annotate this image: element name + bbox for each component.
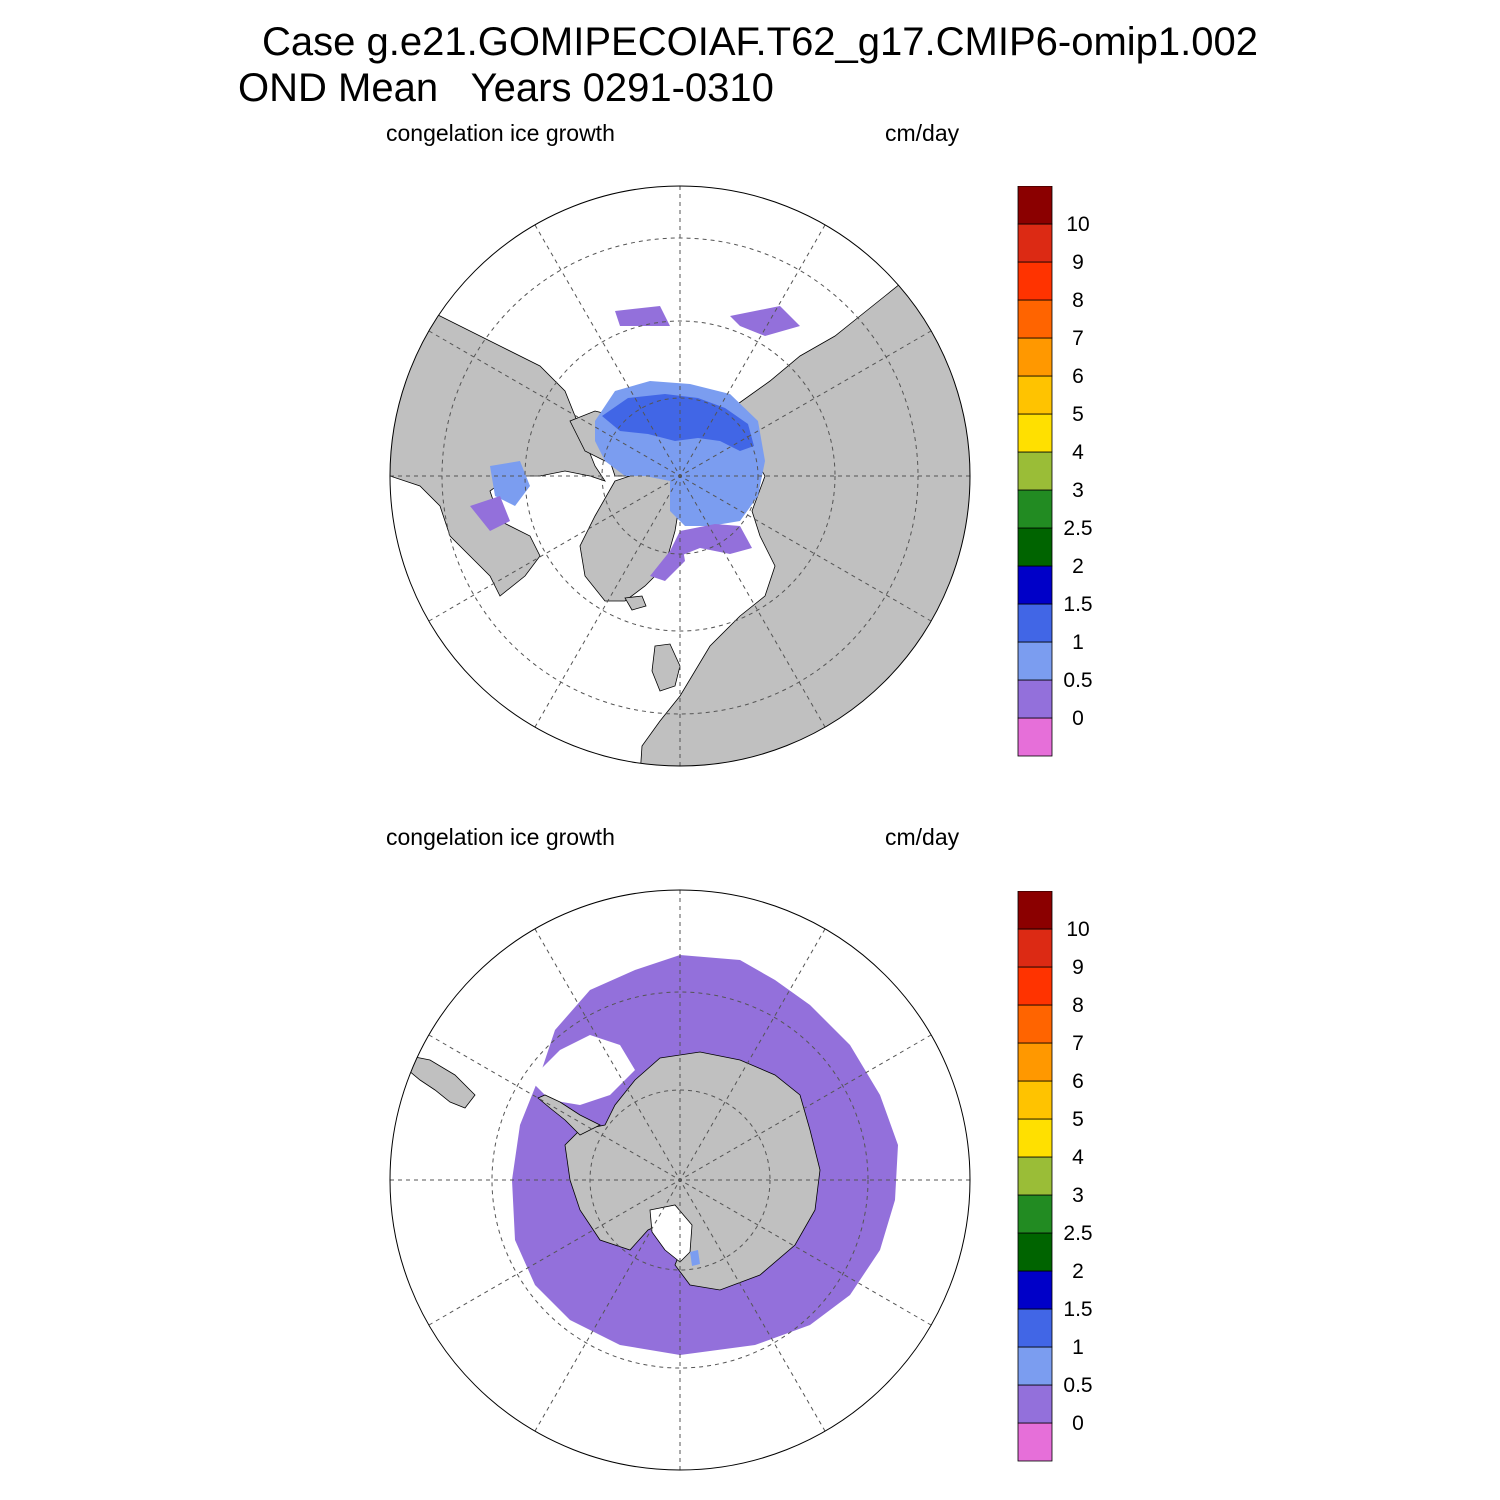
south-colorbar-tick-label: 5 (1072, 1108, 1084, 1131)
north-ice-thick-band (602, 394, 754, 451)
north-graticule (390, 186, 970, 766)
south-colorbar-tick-label: 10 (1066, 918, 1089, 941)
north-colorbar-swatch (1017, 299, 1053, 339)
north-polar-map (389, 185, 971, 767)
south-panel-units-label: cm/day (885, 824, 960, 850)
south-colorbar-tick-label: 1 (1072, 1336, 1084, 1359)
south-colorbar-swatch (1017, 1004, 1053, 1044)
south-colorbar-swatch (1017, 1308, 1053, 1348)
title-line-1: Case g.e21.GOMIPECOIAF.T62_g17.CMIP6-omi… (262, 20, 1259, 64)
south-colorbar-tick-label: 2 (1072, 1260, 1084, 1283)
south-colorbar-tick-label: 7 (1072, 1032, 1084, 1055)
south-graticule (390, 890, 970, 1470)
south-colorbar-tick-label: 3 (1072, 1184, 1084, 1207)
south-colorbar-swatch (1017, 1042, 1053, 1082)
north-colorbar-tick-label: 10 (1066, 213, 1089, 236)
north-panel-variable-label: congelation ice growth (386, 120, 615, 146)
south-colorbar-swatch (1017, 1384, 1053, 1424)
north-colorbar-tick-label: 0.5 (1063, 669, 1092, 692)
south-colorbar-swatch (1017, 966, 1053, 1006)
north-colorbar-swatch (1017, 223, 1053, 263)
south-colorbar-swatch (1017, 1118, 1053, 1158)
title-line-2: OND Mean Years 0291-0310 (238, 66, 774, 110)
north-colorbar-swatch (1017, 489, 1053, 529)
south-colorbar-swatch (1017, 1422, 1053, 1462)
north-ice-barents-edge (680, 524, 752, 556)
south-colorbar-tick-label: 0.5 (1063, 1374, 1092, 1397)
north-ice-bering (615, 306, 800, 336)
north-map-border (389, 185, 971, 767)
south-colorbar-swatch (1017, 1346, 1053, 1386)
north-ice-hudson (470, 496, 510, 531)
north-colorbar-tick-label: 4 (1072, 441, 1084, 464)
north-colorbar-tick-label: 1.5 (1063, 593, 1092, 616)
north-colorbar-swatch (1017, 413, 1053, 453)
north-ice-east-greenland (650, 531, 685, 581)
north-colorbar-tick-label: 6 (1072, 365, 1084, 388)
south-colorbar-swatch (1017, 1232, 1053, 1272)
north-colorbar-swatch (1017, 261, 1053, 301)
south-colorbar-swatch (1017, 1270, 1053, 1310)
south-colorbar-swatch (1017, 1080, 1053, 1120)
south-colorbar-tick-label: 6 (1072, 1070, 1084, 1093)
north-colorbar-tick-label: 9 (1072, 251, 1084, 274)
north-colorbar-swatch (1017, 717, 1053, 757)
south-colorbar: 0 0.5 1 1.5 2 2.5 3 4 5 6 7 8 9 10 (1017, 891, 1093, 1462)
north-colorbar-tick-label: 8 (1072, 289, 1084, 312)
north-colorbar-tick-label: 3 (1072, 479, 1084, 502)
north-colorbar-tick-label: 2 (1072, 555, 1084, 578)
north-colorbar-swatch (1017, 565, 1053, 605)
north-colorbar-tick-label: 2.5 (1063, 517, 1092, 540)
north-colorbar-tick-label: 0 (1072, 707, 1084, 730)
south-colorbar-swatch (1017, 1156, 1053, 1196)
south-colorbar-tick-label: 2.5 (1063, 1222, 1092, 1245)
north-colorbar-swatch (1017, 679, 1053, 719)
south-colorbar-tick-label: 4 (1072, 1146, 1084, 1169)
south-ice-ross-patch (690, 1250, 700, 1266)
north-colorbar-swatch (1017, 337, 1053, 377)
south-panel-variable-label: congelation ice growth (386, 824, 615, 850)
south-colorbar-tick-label: 8 (1072, 994, 1084, 1017)
north-colorbar-tick-label: 5 (1072, 403, 1084, 426)
south-ross-ice-shelf (649, 1204, 693, 1263)
north-land-eurasia (639, 275, 970, 766)
south-colorbar-tick-label: 0 (1072, 1412, 1084, 1435)
south-map-border (389, 889, 971, 1471)
north-ice-baffin (490, 461, 530, 506)
north-colorbar-tick-label: 7 (1072, 327, 1084, 350)
south-colorbar-swatch (1017, 928, 1053, 968)
south-polar-map (389, 889, 971, 1471)
north-colorbar-swatch (1017, 527, 1053, 567)
south-land-south-america (404, 1054, 476, 1109)
north-colorbar-tick-label: 1 (1072, 631, 1084, 654)
south-open-water-weddell (530, 1035, 635, 1105)
north-panel-units-label: cm/day (885, 120, 960, 146)
south-colorbar-swatch (1017, 891, 1053, 930)
north-colorbar-swatch (1017, 375, 1053, 415)
south-colorbar-tick-label: 9 (1072, 956, 1084, 979)
south-colorbar-tick-label: 1.5 (1063, 1298, 1092, 1321)
north-colorbar-swatch (1017, 603, 1053, 643)
north-colorbar-swatch (1017, 451, 1053, 491)
north-colorbar-swatch (1017, 641, 1053, 681)
north-colorbar-swatch (1017, 186, 1053, 225)
north-colorbar: 0 0.5 1 1.5 2 2.5 3 4 5 6 7 8 9 10 (1017, 186, 1093, 757)
south-colorbar-swatch (1017, 1194, 1053, 1234)
north-land-iceland (624, 595, 647, 611)
north-land-britain (651, 643, 681, 692)
